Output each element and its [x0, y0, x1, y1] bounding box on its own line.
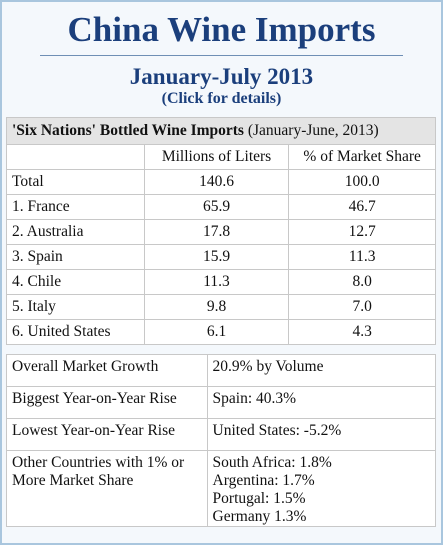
summary-value: Spain: 40.3% — [206, 386, 437, 419]
column-header-row: Millions of Liters% of Market Share — [6, 144, 436, 170]
column-header: Millions of Liters — [143, 144, 290, 170]
summary-label: Overall Market Growth — [6, 354, 208, 387]
table-row: 6. United States 6.1 4.3 — [6, 319, 436, 345]
value-cell: 15.9 — [143, 244, 290, 270]
summary-value: South Africa: 1.8% Argentina: 1.7% Portuga… — [206, 450, 437, 527]
summary-line: Germany 1.3% — [212, 508, 307, 525]
value-cell: 6.1 — [143, 319, 290, 345]
table-title: 'Six Nations' Bottled Wine Imports — [12, 122, 244, 139]
value-cell: 11.3 — [143, 269, 290, 295]
summary-label: Biggest Year-on-Year Rise — [6, 386, 208, 419]
summary-line: Argentina: 1.7% — [212, 472, 315, 489]
value-cell: 65.9 — [143, 194, 290, 220]
summary-table: Overall Market Growth 20.9% by Volume Bigg… — [6, 354, 437, 527]
subtitle: January-July 2013 — [129, 64, 314, 89]
summary-row: Biggest Year-on-Year Rise Spain: 40.3% — [6, 386, 437, 419]
value-cell: 100.0 — [288, 169, 436, 195]
summary-line: Portugal: 1.5% — [212, 490, 306, 507]
summary-line: United States: -5.2% — [212, 422, 342, 439]
label-cell: 1. France — [6, 194, 145, 220]
label-cell: 5. Italy — [6, 294, 145, 320]
label-cell: 4. Chile — [6, 269, 145, 295]
summary-value: United States: -5.2% — [206, 418, 437, 451]
summary-row: Other Countries with 1% or More Market S… — [6, 450, 437, 527]
value-cell: 4.3 — [288, 319, 436, 345]
value-cell: 8.0 — [288, 269, 436, 295]
summary-line: 20.9% by Volume — [212, 358, 324, 375]
summary-label: Lowest Year-on-Year Rise — [6, 418, 208, 451]
label-cell: Total — [6, 169, 145, 195]
summary-row: Lowest Year-on-Year Rise United States: -… — [6, 418, 437, 451]
value-cell: 11.3 — [288, 244, 436, 270]
value-cell: 9.8 — [143, 294, 290, 320]
table-period: (January-June, 2013) — [247, 122, 379, 139]
title: China Wine Imports — [67, 10, 376, 49]
summary-row: Overall Market Growth 20.9% by Volume — [6, 354, 437, 387]
imports-table: 'Six Nations' Bottled Wine Imports (Janu… — [6, 117, 436, 345]
table-row: 2. Australia 17.8 12.7 — [6, 219, 436, 245]
table-row: 3. Spain 15.9 11.3 — [6, 244, 436, 270]
summary-value: 20.9% by Volume — [206, 354, 437, 387]
value-cell: 17.8 — [143, 219, 290, 245]
table-row: 4. Chile 11.3 8.0 — [6, 269, 436, 295]
corner-cell — [6, 144, 145, 170]
value-cell: 12.7 — [288, 219, 436, 245]
label-cell: 3. Spain — [6, 244, 145, 270]
summary-line: South Africa: 1.8% — [212, 454, 332, 471]
value-cell: 46.7 — [288, 194, 436, 220]
label-cell: 6. United States — [6, 319, 145, 345]
value-cell: 140.6 — [143, 169, 290, 195]
table-row: 5. Italy 9.8 7.0 — [6, 294, 436, 320]
value-cell: 7.0 — [288, 294, 436, 320]
table-caption: 'Six Nations' Bottled Wine Imports (Janu… — [6, 117, 436, 145]
summary-line: Spain: 40.3% — [212, 390, 297, 407]
column-header: % of Market Share — [288, 144, 436, 170]
table-row: 1. France 65.9 46.7 — [6, 194, 436, 220]
table-header: 'Six Nations' Bottled Wine Imports (Janu… — [6, 117, 436, 145]
table-row: Total 140.6 100.0 — [6, 169, 436, 195]
summary-label: Other Countries with 1% or More Market S… — [6, 450, 208, 527]
label-cell: 2. Australia — [6, 219, 145, 245]
details-link[interactable]: (Click for details) — [161, 90, 282, 107]
divider — [40, 55, 403, 56]
